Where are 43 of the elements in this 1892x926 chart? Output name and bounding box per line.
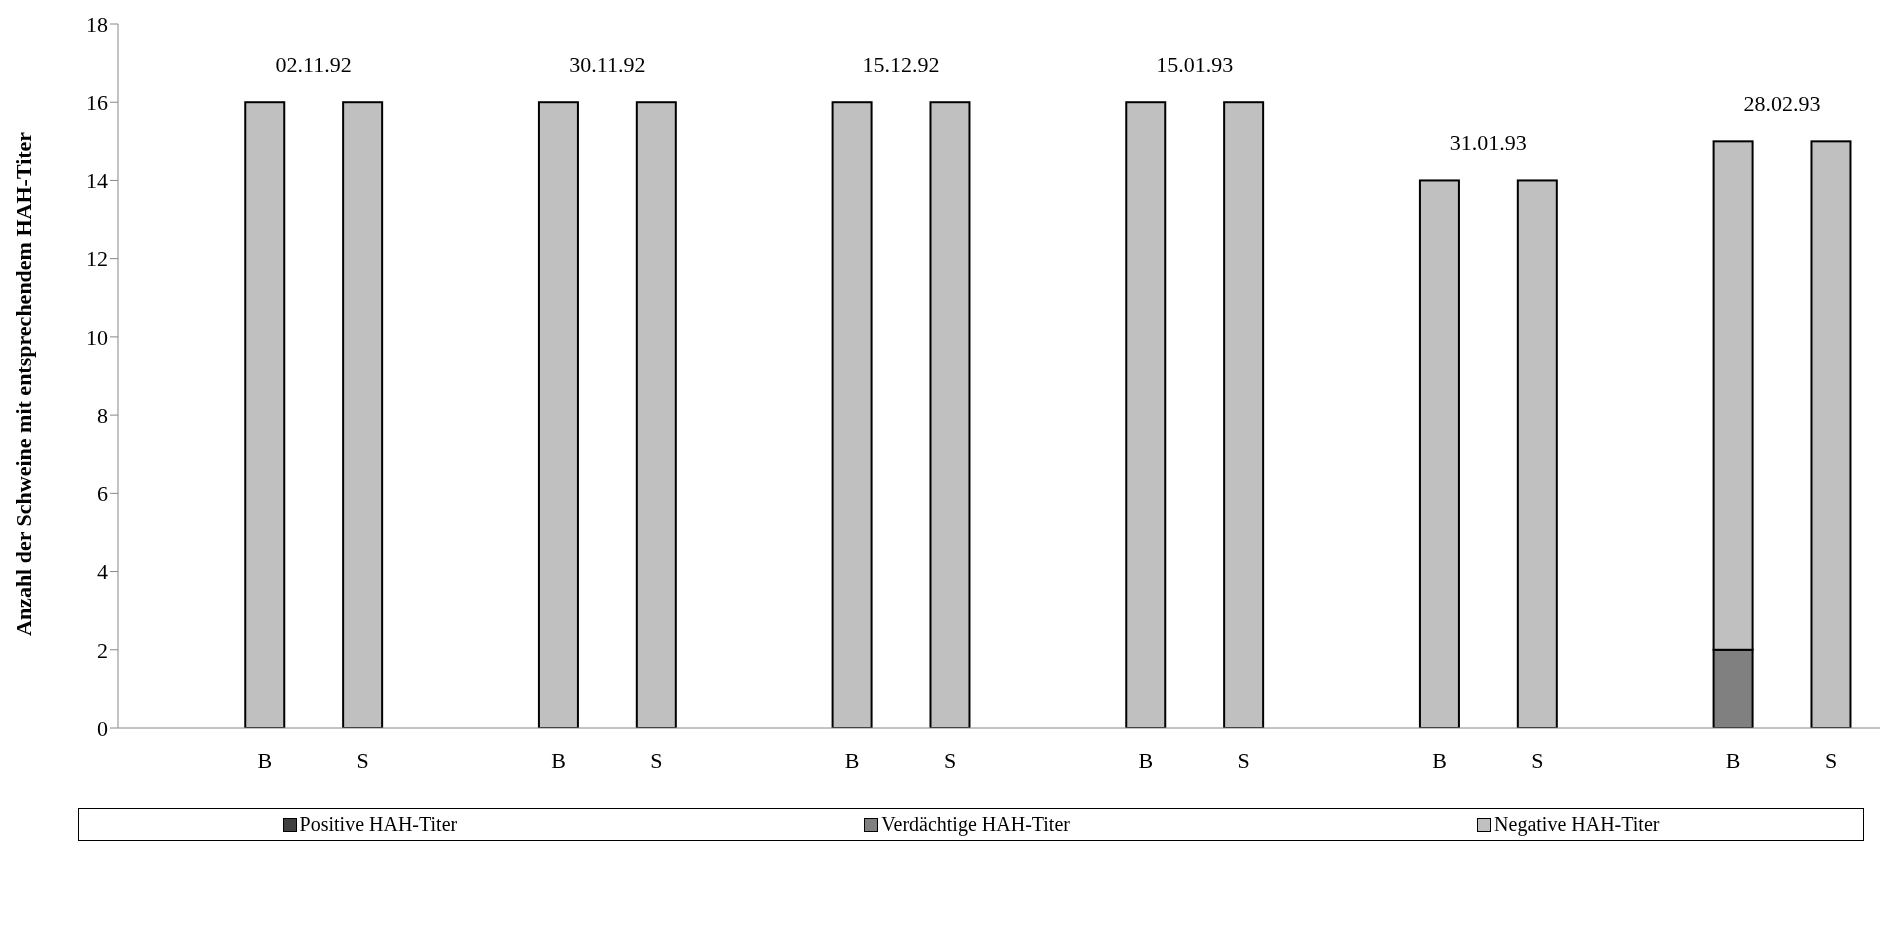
legend-label: Verdächtige HAH-Titer: [880, 813, 1070, 836]
y-tick-label: 18: [86, 11, 108, 37]
annotation: 15.12.92: [862, 52, 940, 78]
y-tick-label: 0: [97, 715, 108, 741]
x-tick-label: S: [1237, 747, 1250, 773]
x-tick-label: S: [1531, 747, 1544, 773]
legend-label: Positive HAH-Titer: [298, 813, 458, 836]
x-tick-label: S: [1824, 747, 1838, 773]
y-tick-label: 16: [86, 90, 108, 116]
x-tick-label: S: [650, 747, 663, 773]
y-tick-label: 2: [97, 637, 108, 663]
x-tick-label: S: [943, 747, 957, 773]
y-tick-label: 4: [97, 559, 108, 585]
legend-label: Negative HAH-Titer: [1493, 813, 1660, 836]
bar: [1223, 101, 1265, 728]
x-tick-label: S: [356, 747, 369, 773]
bar: [1418, 179, 1460, 728]
y-tick-label: 6: [97, 481, 108, 507]
x-tick-label: B: [844, 747, 860, 773]
bar: [1810, 140, 1852, 728]
bar: [831, 101, 873, 728]
x-tick-label: B: [257, 747, 273, 773]
y-tick-label: 8: [97, 402, 108, 428]
x-tick-label: B: [551, 747, 566, 773]
bar: [929, 101, 971, 728]
annotation: 30.11.92: [569, 52, 646, 78]
y-tick-label: 10: [86, 324, 108, 350]
bar: [635, 101, 677, 728]
y-tick-label: 12: [86, 246, 108, 272]
bar: [244, 101, 286, 728]
bar: [1516, 179, 1558, 728]
annotation: 15.01.93: [1156, 52, 1234, 78]
x-tick-label: B: [1432, 747, 1447, 773]
annotation: 02.11.92: [275, 52, 352, 78]
annotation: 28.02.93: [1743, 91, 1821, 117]
bar: [537, 101, 579, 728]
y-axis-title: Anzahl der Schweine mit entsprechendem HAH-Titer: [10, 131, 36, 636]
bar: [342, 101, 384, 728]
y-tick-label: 14: [86, 168, 108, 194]
x-tick-label: B: [1725, 747, 1741, 773]
annotation: 31.01.93: [1449, 130, 1527, 156]
bar: [1125, 101, 1167, 728]
x-tick-label: B: [1138, 747, 1154, 773]
